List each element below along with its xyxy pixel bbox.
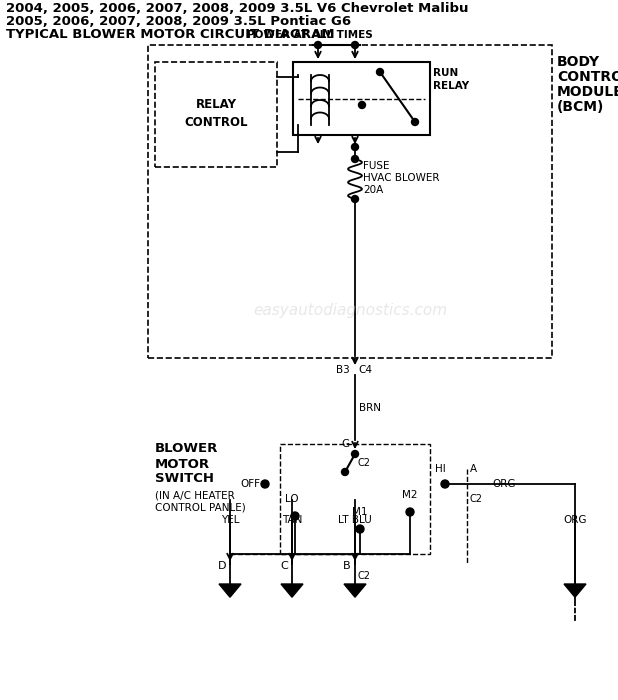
Circle shape bbox=[356, 525, 364, 533]
Text: LT BLU: LT BLU bbox=[338, 515, 372, 525]
Circle shape bbox=[358, 102, 365, 108]
Text: RUN: RUN bbox=[433, 68, 459, 78]
Text: M1: M1 bbox=[352, 507, 368, 517]
Circle shape bbox=[315, 41, 321, 48]
Circle shape bbox=[352, 144, 358, 150]
Text: C2: C2 bbox=[358, 571, 371, 581]
Text: C: C bbox=[280, 561, 288, 571]
Text: OFF: OFF bbox=[240, 479, 260, 489]
Circle shape bbox=[376, 69, 384, 76]
Text: D: D bbox=[218, 561, 226, 571]
Circle shape bbox=[342, 468, 349, 475]
Text: C: C bbox=[350, 605, 360, 618]
Text: BLOWER: BLOWER bbox=[155, 442, 218, 456]
Text: D: D bbox=[570, 605, 580, 618]
Text: YEL: YEL bbox=[221, 515, 239, 525]
Circle shape bbox=[352, 451, 358, 458]
Text: MODULE: MODULE bbox=[557, 85, 618, 99]
Text: CONTROL: CONTROL bbox=[184, 116, 248, 129]
Text: RELAY: RELAY bbox=[195, 99, 237, 111]
Circle shape bbox=[406, 508, 414, 516]
Text: B: B bbox=[344, 561, 351, 571]
Text: 20A: 20A bbox=[363, 185, 383, 195]
Text: FUSE: FUSE bbox=[363, 161, 389, 171]
Text: (IN A/C HEATER: (IN A/C HEATER bbox=[155, 490, 235, 500]
Text: G: G bbox=[342, 439, 350, 449]
Text: C2: C2 bbox=[470, 494, 483, 504]
Text: C2: C2 bbox=[357, 458, 370, 468]
Text: A: A bbox=[470, 464, 476, 474]
Text: 2005, 2006, 2007, 2008, 2009 3.5L Pontiac G6: 2005, 2006, 2007, 2008, 2009 3.5L Pontia… bbox=[6, 15, 351, 28]
Circle shape bbox=[352, 195, 358, 202]
Circle shape bbox=[352, 155, 358, 162]
Text: RELAY: RELAY bbox=[433, 81, 469, 91]
Polygon shape bbox=[344, 584, 366, 597]
Text: SWITCH: SWITCH bbox=[155, 473, 214, 486]
Text: 2004, 2005, 2006, 2007, 2008, 2009 3.5L V6 Chevrolet Malibu: 2004, 2005, 2006, 2007, 2008, 2009 3.5L … bbox=[6, 2, 468, 15]
Text: POWER AT ALL TIMES: POWER AT ALL TIMES bbox=[247, 30, 373, 40]
Text: B3: B3 bbox=[336, 365, 350, 375]
Text: BODY: BODY bbox=[557, 55, 600, 69]
Text: ORG: ORG bbox=[563, 515, 586, 525]
Circle shape bbox=[291, 512, 299, 520]
Text: ORG: ORG bbox=[492, 479, 515, 489]
Polygon shape bbox=[219, 584, 241, 597]
Text: C4: C4 bbox=[358, 365, 372, 375]
Text: LO: LO bbox=[285, 494, 299, 504]
Circle shape bbox=[412, 118, 418, 125]
Text: A: A bbox=[225, 605, 235, 618]
Text: HVAC BLOWER: HVAC BLOWER bbox=[363, 173, 439, 183]
Circle shape bbox=[352, 41, 358, 48]
Polygon shape bbox=[564, 584, 586, 597]
Text: MOTOR: MOTOR bbox=[155, 458, 210, 470]
Text: CONTROL PANLE): CONTROL PANLE) bbox=[155, 503, 246, 513]
Circle shape bbox=[261, 480, 269, 488]
Text: TYPICAL BLOWER MOTOR CIRCUIT DIAGRAM: TYPICAL BLOWER MOTOR CIRCUIT DIAGRAM bbox=[6, 28, 334, 41]
Text: (BCM): (BCM) bbox=[557, 100, 604, 114]
Text: TAN: TAN bbox=[282, 515, 302, 525]
Text: M2: M2 bbox=[402, 490, 418, 500]
Text: HI: HI bbox=[434, 464, 446, 474]
Polygon shape bbox=[281, 584, 303, 597]
Text: easyautodiagnostics.com: easyautodiagnostics.com bbox=[253, 302, 447, 318]
Circle shape bbox=[441, 480, 449, 488]
Text: CONTROL: CONTROL bbox=[557, 70, 618, 84]
Text: B: B bbox=[287, 605, 297, 618]
Text: BRN: BRN bbox=[359, 403, 381, 413]
